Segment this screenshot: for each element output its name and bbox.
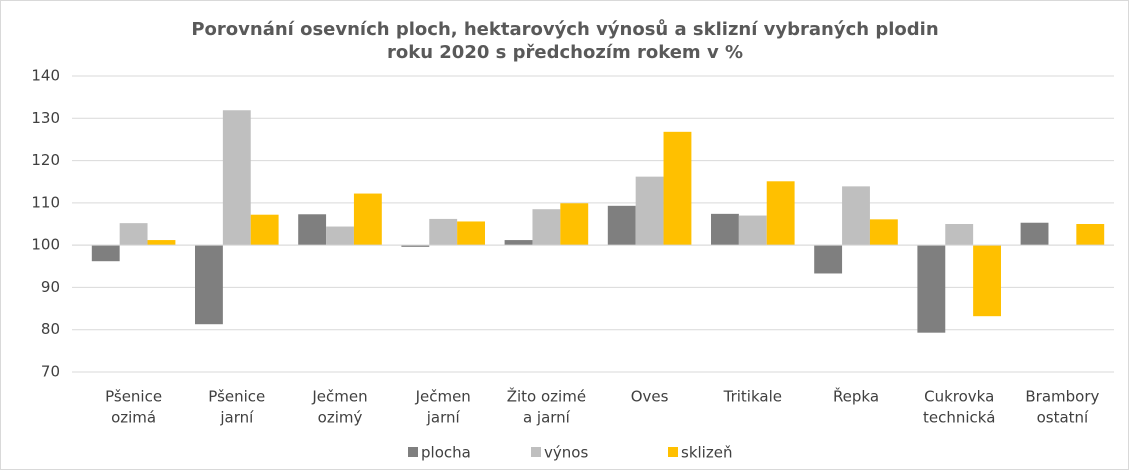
bar	[119, 223, 148, 246]
x-tick-label: ozimý	[318, 409, 363, 427]
y-tick-label: 120	[31, 151, 60, 169]
y-tick-label: 100	[31, 236, 60, 254]
bar	[429, 218, 458, 246]
y-tick-label: 110	[31, 193, 60, 211]
bar	[298, 214, 327, 246]
legend-label: sklizeň	[681, 444, 732, 462]
x-tick-label: Řepka	[833, 387, 879, 406]
x-tick-label: technická	[923, 409, 995, 427]
bar	[250, 214, 279, 246]
x-tick-label: Ječmen	[415, 388, 471, 406]
x-tick-label: a jarní	[523, 409, 571, 427]
legend-label: výnos	[544, 444, 588, 462]
bar	[738, 215, 767, 246]
bar	[91, 245, 120, 262]
bar	[711, 213, 739, 246]
bar	[917, 245, 946, 333]
bar	[1020, 222, 1049, 246]
bar	[504, 240, 533, 246]
x-tick-label: Žito ozimé	[507, 387, 586, 406]
bar	[945, 224, 974, 246]
bar	[1076, 224, 1105, 246]
bar	[607, 205, 636, 246]
bar	[353, 193, 382, 246]
bar	[560, 203, 589, 246]
x-tick-label: Brambory	[1025, 388, 1099, 406]
x-tick-label: Ječmen	[311, 388, 367, 406]
y-tick-label: 70	[41, 363, 60, 381]
y-tick-label: 90	[41, 278, 60, 296]
legend-swatch	[408, 447, 418, 457]
x-tick-label: ozimá	[111, 409, 156, 427]
y-tick-label: 80	[41, 320, 60, 338]
legend-label: plocha	[421, 444, 471, 462]
bar	[635, 176, 664, 246]
x-tick-label: Pšenice	[208, 388, 265, 406]
y-tick-label: 130	[31, 109, 60, 127]
bar	[814, 245, 843, 274]
x-tick-label: ostatní	[1037, 409, 1089, 427]
bar	[842, 186, 870, 246]
chart-title: roku 2020 s předchozím rokem v %	[387, 42, 743, 63]
x-tick-label: Oves	[631, 388, 669, 406]
bar	[457, 221, 485, 246]
bar	[401, 245, 430, 247]
bar	[222, 110, 251, 246]
x-tick-label: Tritikale	[723, 388, 782, 406]
bar	[147, 240, 176, 246]
bar	[532, 209, 561, 246]
x-tick-label: Cukrovka	[924, 388, 994, 406]
bar	[326, 226, 354, 246]
x-tick-label: jarní	[426, 409, 461, 427]
bar	[663, 131, 692, 246]
bar	[869, 219, 898, 246]
x-tick-label: jarní	[219, 409, 254, 427]
chart-title: Porovnání osevních ploch, hektarových vý…	[191, 18, 938, 40]
legend-swatch	[531, 447, 541, 457]
x-tick-label: Pšenice	[105, 388, 162, 406]
y-tick-label: 140	[31, 67, 60, 85]
legend-swatch	[668, 447, 678, 457]
bar	[195, 245, 223, 325]
bar	[766, 181, 795, 246]
bar	[973, 245, 1001, 317]
